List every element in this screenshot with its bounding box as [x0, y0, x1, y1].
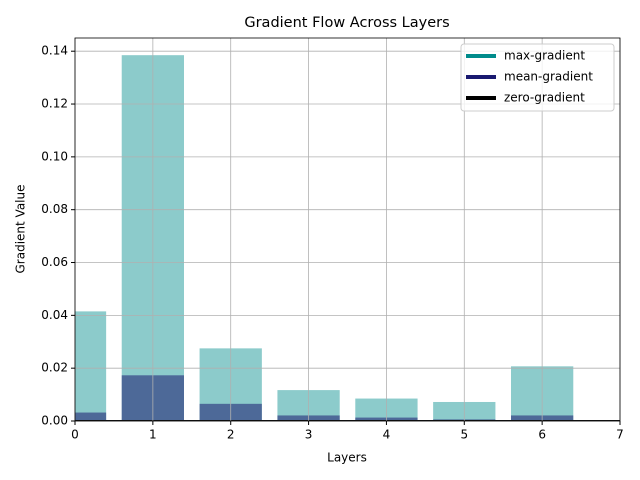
y-tick-label: 0.08	[41, 202, 68, 216]
y-tick-label: 0.00	[41, 414, 68, 428]
x-tick-label: 2	[227, 428, 235, 442]
y-tick-label: 0.02	[41, 361, 68, 375]
x-tick-label: 5	[460, 428, 468, 442]
bar	[75, 311, 107, 421]
y-tick-label: 0.14	[41, 44, 68, 58]
x-tick-label: 0	[71, 428, 79, 442]
x-tick-label: 1	[149, 428, 157, 442]
y-axis-label: Gradient Value	[14, 185, 28, 274]
legend-label: max-gradient	[504, 49, 585, 63]
x-tick-label: 6	[538, 428, 546, 442]
legend-label: mean-gradient	[504, 70, 593, 84]
y-tick-label: 0.12	[41, 97, 68, 111]
bar	[75, 412, 107, 421]
x-axis-label: Layers	[327, 451, 367, 465]
x-tick-label: 7	[616, 428, 624, 442]
chart-title: Gradient Flow Across Layers	[244, 15, 449, 31]
legend-box	[460, 43, 615, 112]
y-tick-label: 0.10	[41, 149, 68, 163]
x-tick-label: 3	[305, 428, 313, 442]
y-tick-label: 0.04	[41, 308, 68, 322]
axes-frame	[74, 37, 621, 422]
legend-label: zero-gradient	[504, 91, 585, 105]
y-tick-label: 0.06	[41, 255, 68, 269]
x-tick-label: 4	[383, 428, 391, 442]
